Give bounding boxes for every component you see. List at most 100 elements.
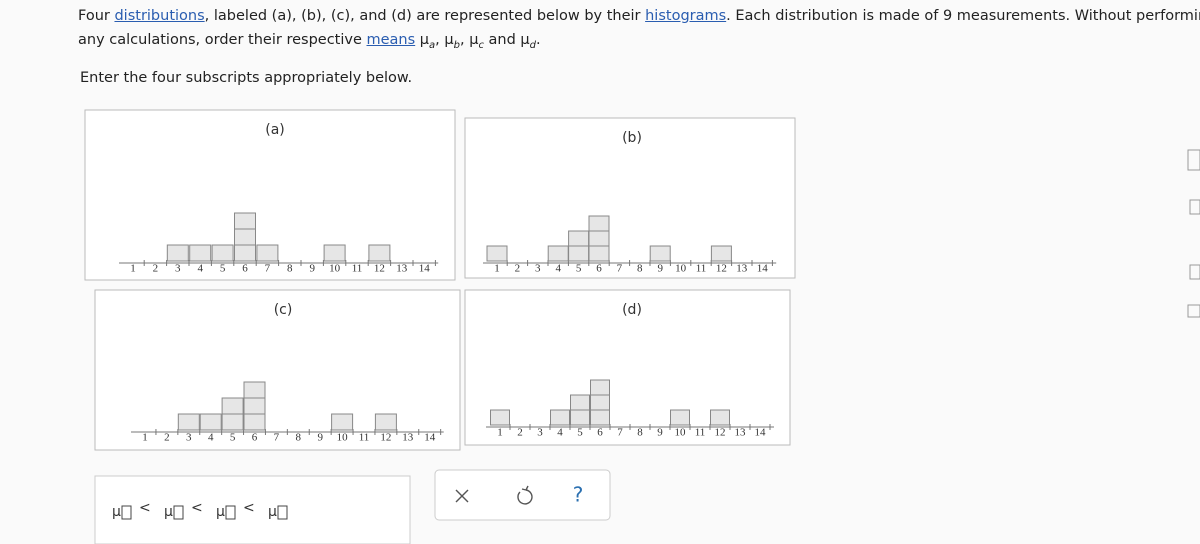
histogram-panel <box>94 289 461 451</box>
histogram-bar <box>710 245 732 262</box>
x-tick-label: 13 <box>735 427 747 439</box>
relation-symbol: < <box>191 500 203 516</box>
link[interactable]: histograms <box>645 8 727 24</box>
histogram-bar <box>649 245 671 262</box>
histogram-label: (d) <box>622 302 642 318</box>
x-tick-label: 1 <box>142 432 148 444</box>
x-tick-label: 6 <box>596 263 602 275</box>
subscript-input[interactable] <box>225 505 236 520</box>
x-tick-label: 8 <box>637 263 643 275</box>
side-icon <box>1189 199 1200 215</box>
x-tick-label: 11 <box>696 263 707 275</box>
x-tick-label: 5 <box>577 427 583 439</box>
text: . Each distribution is made of 9 measure… <box>726 8 1200 24</box>
text: and μ <box>483 32 530 48</box>
x-tick-label: 5 <box>230 432 236 444</box>
histogram-bar <box>486 245 508 262</box>
text: d <box>529 39 537 51</box>
histogram-bar <box>550 409 570 426</box>
histogram-bar <box>368 244 391 262</box>
x-tick-label: 12 <box>380 432 391 444</box>
subscript-input[interactable] <box>173 505 184 520</box>
x-tick-label: 2 <box>515 263 521 275</box>
x-tick-label: 4 <box>557 427 563 439</box>
x-tick-label: 7 <box>617 427 623 439</box>
histogram-bar <box>177 413 200 431</box>
x-tick-label: 2 <box>153 263 159 275</box>
side-icon <box>1189 264 1200 280</box>
histogram-bar <box>590 379 610 426</box>
histogram-label: (a) <box>265 122 285 138</box>
relation-symbol: < <box>243 500 255 516</box>
histogram-bar <box>710 409 730 426</box>
histogram-bar <box>256 244 279 262</box>
x-tick-label: 4 <box>555 263 561 275</box>
x-tick-label: 11 <box>352 263 363 275</box>
x-tick-label: 9 <box>309 263 315 275</box>
text: b <box>453 39 460 51</box>
histogram-bar <box>547 245 569 262</box>
x-tick-label: 11 <box>695 427 706 439</box>
link[interactable]: means <box>366 32 416 48</box>
x-tick-label: 3 <box>175 263 181 275</box>
text: , μ <box>459 32 479 48</box>
x-tick-label: 13 <box>396 263 408 275</box>
histogram-bar <box>199 413 222 431</box>
question-line: Four distributions, labeled (a), (b), (c… <box>78 4 1200 28</box>
x-tick-label: 8 <box>287 263 293 275</box>
histogram-bar <box>243 381 266 431</box>
x-tick-label: 14 <box>757 263 769 275</box>
x-tick-label: 11 <box>359 432 370 444</box>
text: Four <box>78 8 115 24</box>
x-tick-label: 9 <box>657 263 663 275</box>
question: Four distributions, labeled (a), (b), (c… <box>78 4 1200 58</box>
answer-box <box>94 475 411 544</box>
x-tick-label: 8 <box>637 427 643 439</box>
mu-symbol: μ <box>164 504 173 520</box>
histogram-bar <box>588 215 610 262</box>
x-tick-label: 4 <box>197 263 203 275</box>
x-tick-label: 7 <box>265 263 271 275</box>
text: . <box>536 32 541 48</box>
x-tick-label: 10 <box>329 263 341 275</box>
histogram-bar <box>490 409 510 426</box>
x-tick-label: 2 <box>517 427 523 439</box>
help-button[interactable]: ? <box>573 483 584 507</box>
x-tick-label: 12 <box>715 427 726 439</box>
question-line: any calculations, order their respective… <box>78 28 1178 58</box>
histogram-panel <box>464 289 791 446</box>
x-tick-label: 4 <box>208 432 214 444</box>
x-tick-label: 2 <box>164 432 170 444</box>
relation-symbol: < <box>139 500 151 516</box>
x-tick-label: 12 <box>374 263 385 275</box>
histogram-bar <box>670 409 690 426</box>
clear-button[interactable] <box>455 489 469 503</box>
x-tick-label: 9 <box>657 427 663 439</box>
x-tick-label: 13 <box>402 432 414 444</box>
text: any calculations, order their respective <box>78 32 367 48</box>
x-tick-label: 3 <box>535 263 541 275</box>
subscript-input[interactable] <box>121 505 132 520</box>
text: c <box>478 39 484 51</box>
x-tick-label: 8 <box>296 432 302 444</box>
x-tick-label: 7 <box>274 432 280 444</box>
histogram-panel <box>464 117 796 279</box>
instruction: Enter the four subscripts appropriately … <box>80 70 413 86</box>
x-tick-label: 3 <box>537 427 543 439</box>
x-tick-label: 1 <box>130 263 136 275</box>
text: , labeled (a), (b), (c), and (d) are rep… <box>204 8 646 24</box>
subscript-input[interactable] <box>277 505 288 520</box>
undo-button[interactable] <box>517 485 533 505</box>
side-icon <box>1187 304 1200 318</box>
text: μ <box>415 32 430 48</box>
histogram-bar <box>331 413 354 431</box>
x-tick-label: 1 <box>494 263 500 275</box>
text: a <box>429 39 436 51</box>
text: , μ <box>435 32 454 48</box>
link[interactable]: distributions <box>114 8 205 24</box>
x-tick-label: 14 <box>419 263 431 275</box>
x-tick-label: 14 <box>424 432 436 444</box>
x-tick-label: 13 <box>736 263 748 275</box>
histogram-bar <box>234 212 256 262</box>
